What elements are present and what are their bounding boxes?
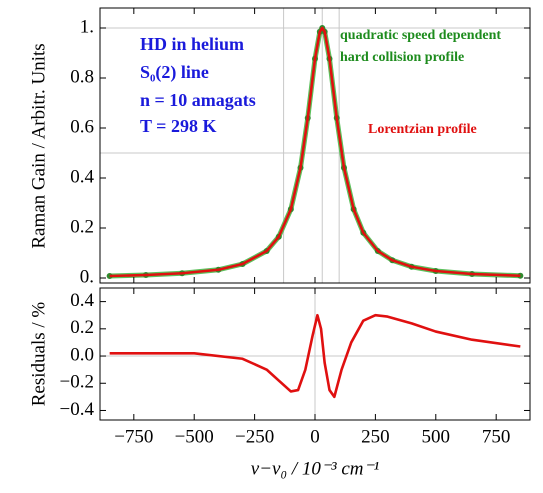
data-line [109,26,521,278]
x-axis-label: ν−ν₀ / 10⁻³ cm⁻¹ [251,458,380,479]
y-tick-label: 0.2 [70,216,94,237]
annotation: n = 10 amagats [140,90,256,110]
x-tick-label: 0 [310,426,320,447]
y-tick-label: −0.2 [60,372,94,393]
y-tick-label: 0.4 [70,166,94,187]
annotation: hard collision profile [340,50,464,65]
annotation: quadratic speed dependent [340,28,501,43]
y-axis-label: Raman Gain / Arbitr. Units [28,43,49,248]
y-tick-label: 0.8 [70,66,94,87]
y-tick-label: 0.0 [70,344,94,365]
data-line [109,313,521,399]
y-tick-label: 0. [80,266,94,287]
annotation: Lorentzian profile [368,122,477,137]
x-tick-label: −500 [175,426,214,447]
y-axis-label: Residuals / % [28,302,49,407]
annotation: S₀(2) line [140,62,209,83]
annotation: HD in helium [140,34,244,54]
y-tick-label: 0.4 [70,290,94,311]
x-tick-label: 750 [482,426,511,447]
x-tick-label: 500 [422,426,451,447]
annotation: T = 298 K [140,116,216,136]
x-tick-label: −750 [114,426,153,447]
y-tick-label: −0.4 [60,399,95,420]
x-tick-label: −250 [235,426,274,447]
y-tick-label: 0.6 [70,116,94,137]
y-tick-label: 1. [80,16,94,37]
x-tick-label: 250 [361,426,390,447]
y-tick-label: 0.2 [70,317,94,338]
